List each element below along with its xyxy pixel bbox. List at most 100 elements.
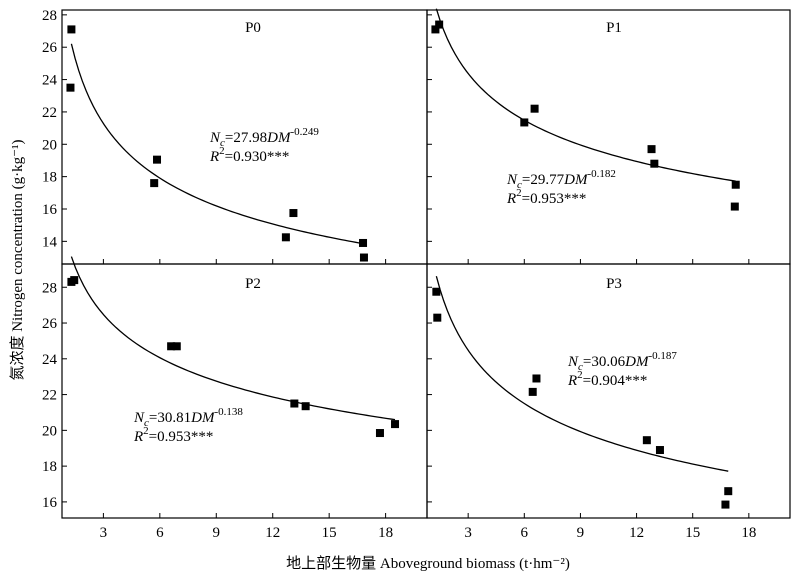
equation-exponent: -0.249 bbox=[290, 126, 319, 138]
r-superscript: 2 bbox=[516, 187, 522, 199]
panel-frame bbox=[426, 263, 791, 519]
equation-variable: DM bbox=[624, 354, 650, 370]
r-squared: R2=0.953*** bbox=[506, 187, 586, 207]
data-point bbox=[530, 104, 539, 113]
equation-exponent: -0.138 bbox=[214, 406, 243, 418]
panel-title: P1 bbox=[606, 20, 622, 36]
panel-p0: 1416182022242628P0Nc=27.98DM-0.249R2=0.9… bbox=[42, 8, 428, 265]
panel-title: P2 bbox=[245, 276, 261, 292]
panel-title: P3 bbox=[606, 276, 622, 292]
fit-curve bbox=[70, 43, 364, 245]
equation-subscript: c bbox=[578, 361, 583, 373]
y-tick-label: 20 bbox=[42, 137, 57, 153]
equation-coefficient: =29.77 bbox=[522, 172, 565, 188]
x-tick-label: 12 bbox=[629, 525, 644, 541]
fit-curve bbox=[70, 256, 396, 421]
y-tick-label: 16 bbox=[42, 202, 58, 218]
x-tick-label: 9 bbox=[213, 525, 221, 541]
panel-p2: 3 6 9 12 15 18 16 18 20 22 24 26 28 P2 Nc=30.81DM-0.13… bbox=[42, 256, 428, 541]
equation-exponent: -0.182 bbox=[587, 168, 615, 180]
data-point bbox=[731, 180, 740, 189]
data-point bbox=[642, 436, 651, 445]
x-tick-label: 15 bbox=[322, 525, 337, 541]
data-point bbox=[150, 179, 159, 188]
data-point bbox=[167, 342, 176, 351]
data-point bbox=[153, 155, 162, 164]
y-tick-label: 24 bbox=[42, 73, 58, 89]
fit-equation: Nc=30.06DM-0.187 bbox=[567, 350, 677, 373]
fit-equation: Nc=27.98DM-0.249 bbox=[209, 126, 319, 149]
data-point bbox=[435, 20, 444, 29]
r-squared: R2=0.930*** bbox=[209, 145, 289, 165]
data-point bbox=[520, 118, 529, 127]
data-point bbox=[66, 83, 75, 92]
fit-equation: Nc=29.77DM-0.182 bbox=[506, 168, 616, 191]
data-point bbox=[721, 500, 730, 509]
equation-subscript: c bbox=[220, 137, 225, 149]
equation-variable: DM bbox=[190, 410, 216, 426]
panel-title: P0 bbox=[245, 20, 261, 36]
x-tick-label: 15 bbox=[685, 525, 700, 541]
y-tick-label: 26 bbox=[42, 316, 58, 332]
y-tick-label: 18 bbox=[42, 170, 57, 186]
r-superscript: 2 bbox=[577, 369, 583, 381]
equation-symbol: N bbox=[567, 354, 579, 370]
fit-equation: Nc=30.81DM-0.138 bbox=[133, 406, 243, 429]
data-point bbox=[290, 399, 299, 408]
equation-subscript: c bbox=[144, 417, 149, 429]
y-tick-label: 18 bbox=[42, 459, 57, 475]
panel-frame bbox=[61, 263, 428, 519]
r-value: =0.930*** bbox=[225, 149, 290, 165]
r-value: =0.904*** bbox=[583, 373, 648, 389]
fit-curve bbox=[435, 275, 729, 472]
x-tick-label: 12 bbox=[265, 525, 280, 541]
data-point bbox=[70, 276, 79, 285]
data-point bbox=[375, 429, 384, 438]
x-tick-label: 6 bbox=[521, 525, 529, 541]
equation-variable: DM bbox=[266, 130, 292, 146]
data-point bbox=[431, 25, 440, 34]
y-tick-label: 16 bbox=[42, 495, 58, 511]
y-tick-label: 22 bbox=[42, 105, 57, 121]
data-point bbox=[730, 202, 739, 211]
data-point bbox=[650, 159, 659, 168]
data-point bbox=[359, 238, 368, 247]
r-squared: R2=0.904*** bbox=[567, 369, 647, 389]
data-point bbox=[172, 342, 181, 351]
equation-variable: DM bbox=[563, 172, 589, 188]
r-symbol: R bbox=[209, 149, 219, 165]
x-tick-label: 18 bbox=[741, 525, 756, 541]
data-point bbox=[432, 287, 441, 296]
y-tick-label: 26 bbox=[42, 40, 58, 56]
r-superscript: 2 bbox=[143, 425, 149, 437]
data-point bbox=[391, 420, 400, 429]
r-symbol: R bbox=[506, 191, 516, 207]
data-point bbox=[281, 233, 290, 242]
data-point bbox=[528, 387, 537, 396]
r-symbol: R bbox=[567, 373, 577, 389]
y-tick-label: 22 bbox=[42, 388, 57, 404]
equation-exponent: -0.187 bbox=[648, 350, 677, 362]
data-point bbox=[647, 145, 656, 154]
equation-coefficient: =30.81 bbox=[149, 410, 191, 426]
x-tick-label: 9 bbox=[577, 525, 585, 541]
y-tick-label: 24 bbox=[42, 352, 58, 368]
x-tick-label: 3 bbox=[100, 525, 108, 541]
r-value: =0.953*** bbox=[149, 429, 214, 445]
data-point bbox=[532, 374, 541, 383]
data-point bbox=[289, 209, 298, 218]
r-squared: R2=0.953*** bbox=[133, 425, 213, 445]
data-point bbox=[301, 402, 310, 411]
y-axis-title: 氮浓度 Nitrogen concentration (g·kg⁻¹) bbox=[9, 139, 26, 380]
data-point bbox=[359, 253, 368, 262]
fit-curve bbox=[435, 8, 736, 182]
y-tick-label: 20 bbox=[42, 423, 57, 439]
equation-coefficient: =27.98 bbox=[225, 130, 267, 146]
data-point bbox=[655, 446, 664, 455]
x-tick-label: 3 bbox=[464, 525, 472, 541]
panel-frame bbox=[426, 9, 791, 265]
y-tick-label: 28 bbox=[42, 280, 57, 296]
